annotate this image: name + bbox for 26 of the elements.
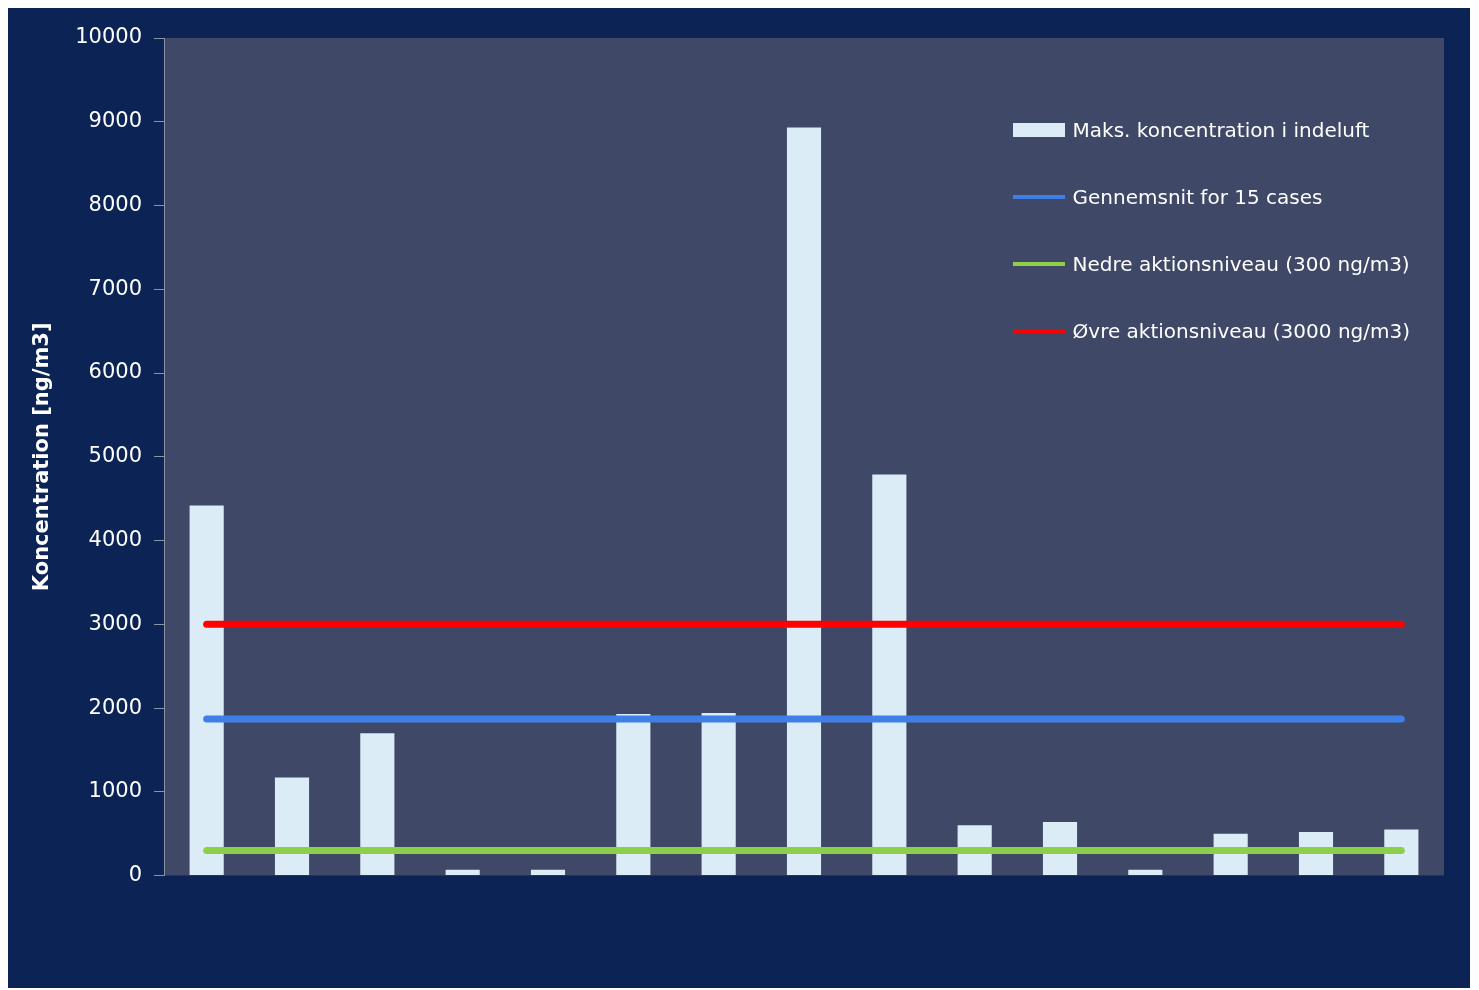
y-tick-label: 8000 (88, 191, 142, 216)
bar (445, 869, 480, 876)
y-tick-label: 0 (128, 862, 142, 887)
y-tick-label: 10000 (75, 24, 142, 49)
legend-label: Gennemsnit for 15 cases (1072, 184, 1323, 209)
bar (360, 733, 395, 876)
bar (616, 713, 651, 876)
bar (189, 505, 224, 876)
y-axis-title: Koncentration [ng/m3] (29, 322, 54, 592)
y-tick-label: 9000 (88, 108, 142, 133)
y-tick-label: 4000 (88, 527, 142, 552)
bar (872, 474, 907, 876)
bar (1128, 869, 1163, 876)
legend-label: Maks. koncentration i indeluft (1072, 117, 1370, 142)
y-tick-label: 7000 (88, 275, 142, 300)
y-tick-label: 5000 (88, 443, 142, 468)
legend-label: Nedre aktionsniveau (300 ng/m3) (1072, 251, 1410, 276)
y-tick-label: 6000 (88, 359, 142, 384)
legend-label: Øvre aktionsniveau (3000 ng/m3) (1072, 318, 1410, 343)
bar (274, 777, 310, 876)
y-tick-label: 2000 (88, 694, 142, 719)
bar (701, 713, 736, 876)
bar (786, 127, 822, 876)
bar (530, 869, 566, 876)
y-tick-label: 3000 (88, 610, 142, 635)
y-tick-label: 1000 (88, 778, 142, 803)
